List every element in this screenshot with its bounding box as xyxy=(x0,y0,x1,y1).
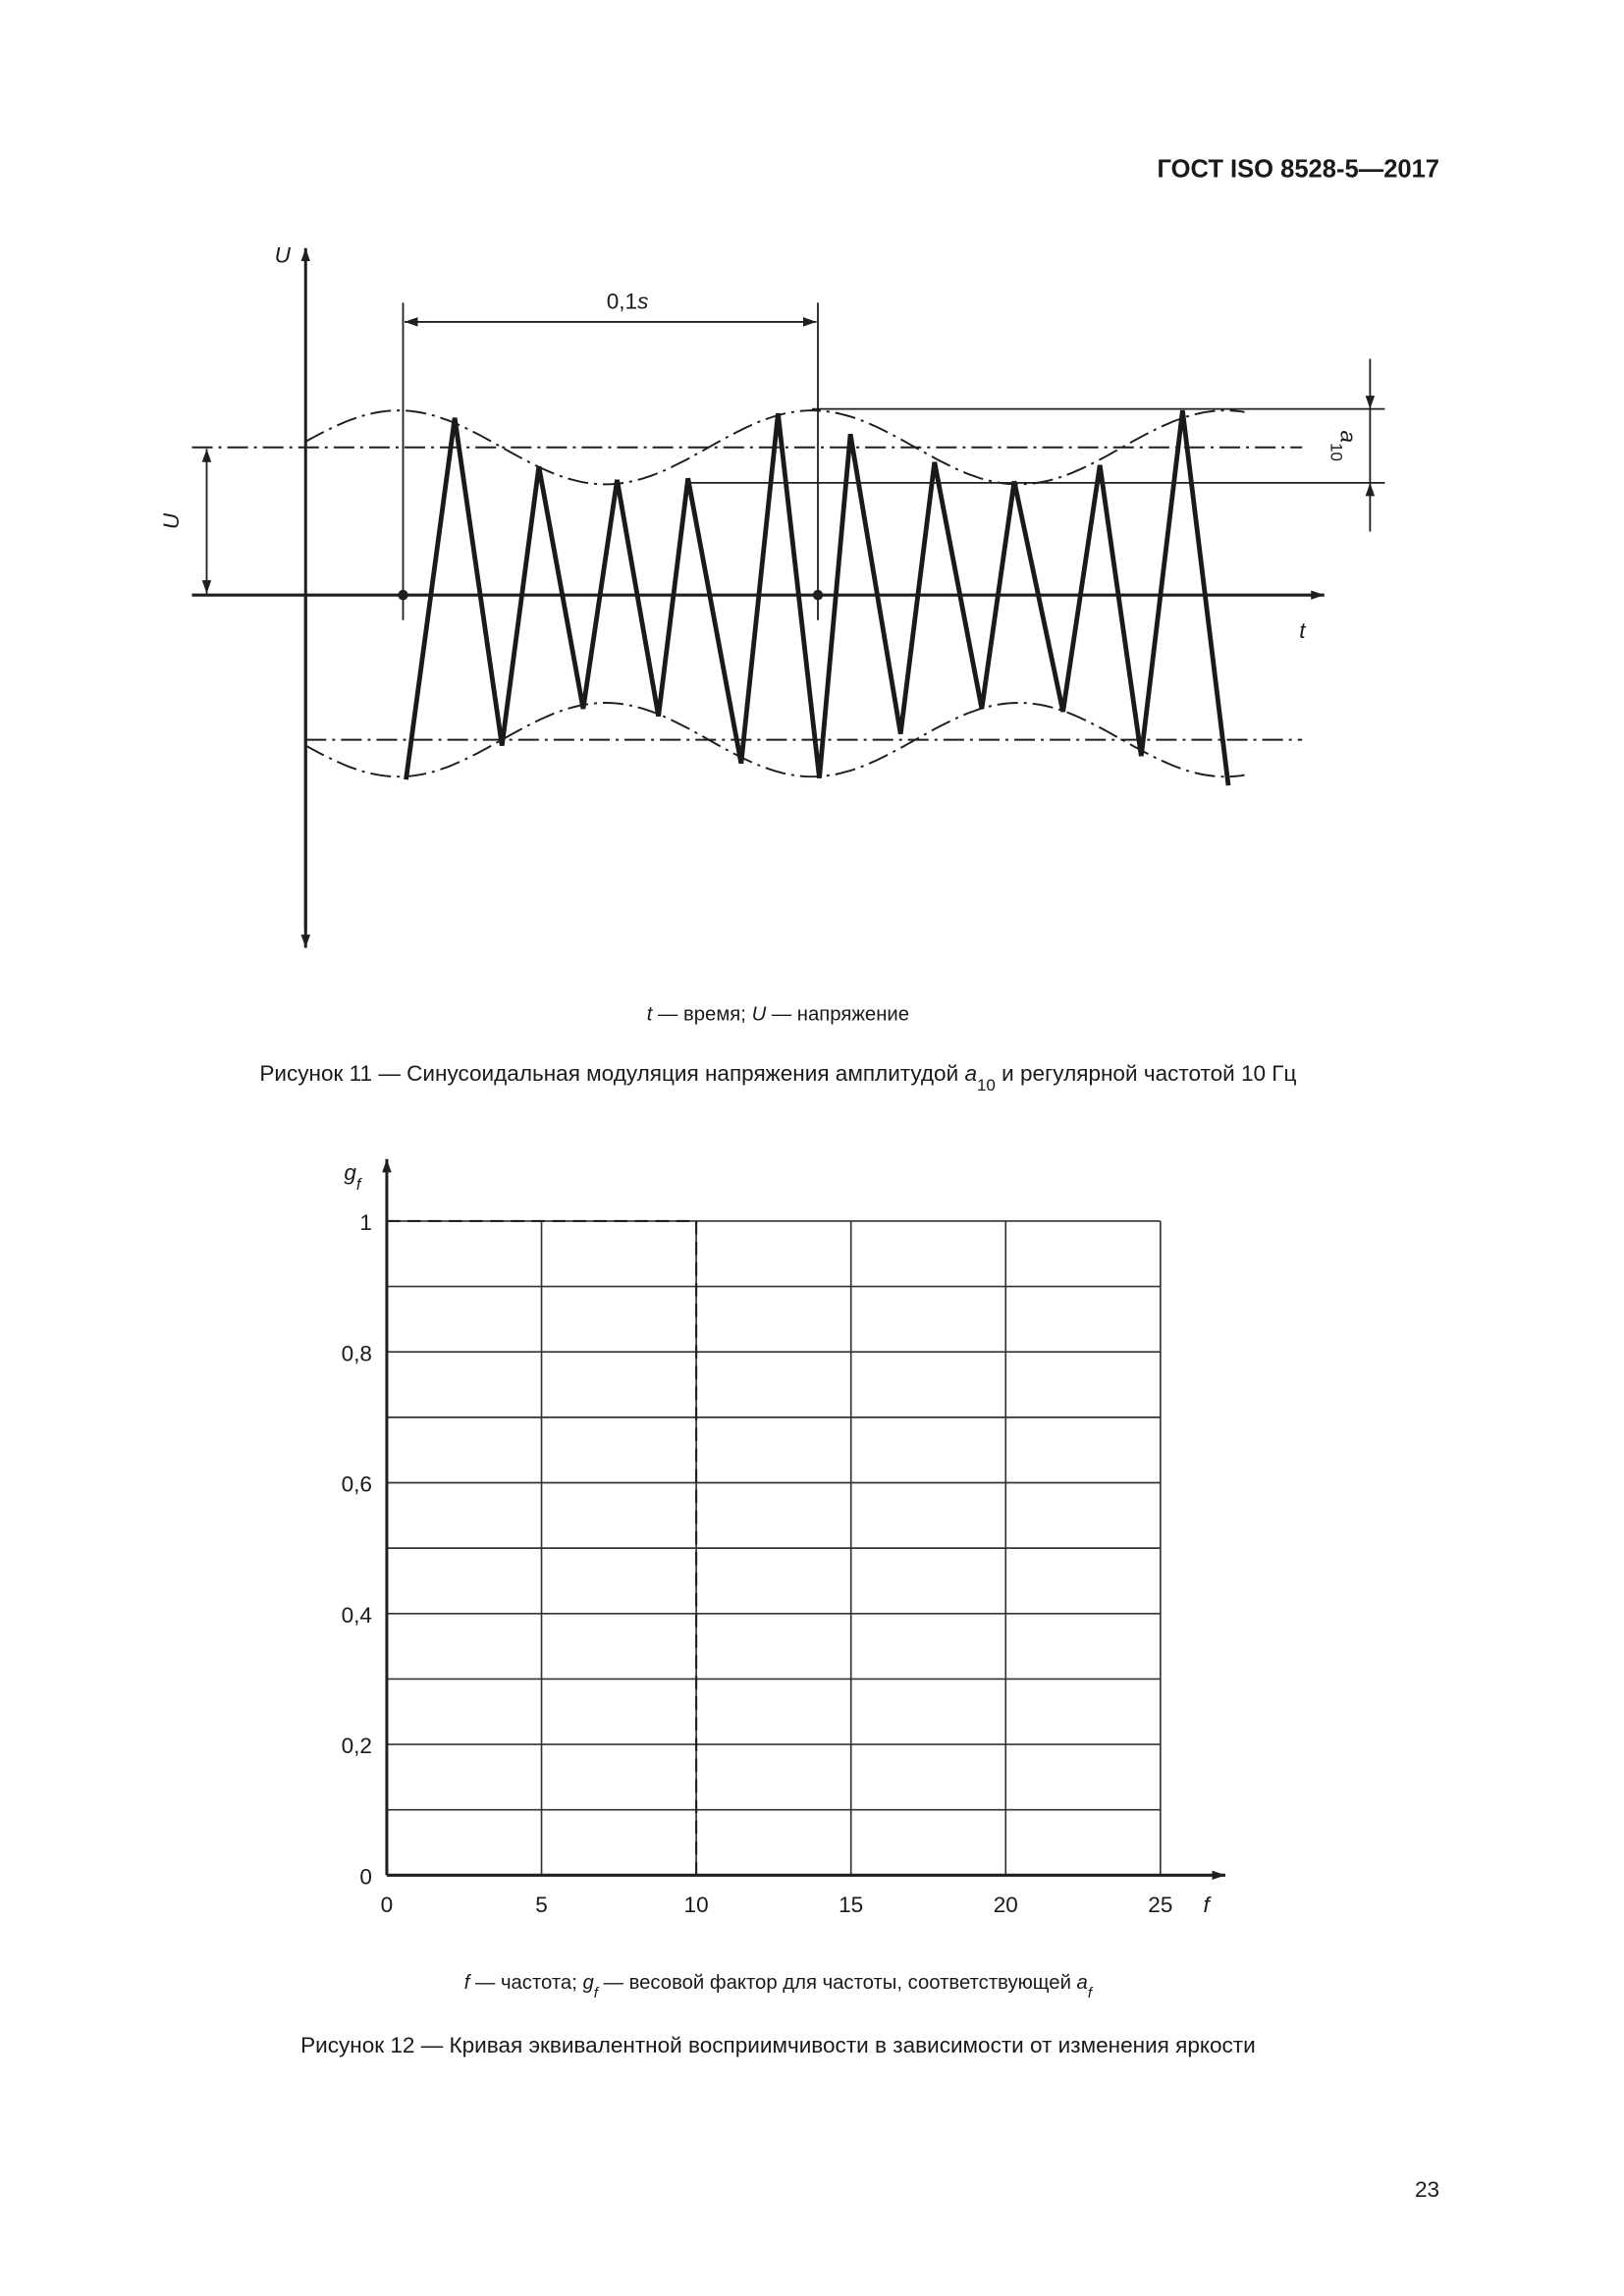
voltage-signal xyxy=(404,409,1231,786)
text-run: s xyxy=(637,289,648,313)
text-run: a xyxy=(1077,1972,1088,1994)
x-tick-label: 20 xyxy=(994,1893,1018,1917)
text-run: a xyxy=(964,1061,977,1086)
period-point xyxy=(398,589,408,601)
page-number: 23 xyxy=(1415,2177,1439,2202)
text-run: Рисунок 11 — Синусоидальная модуляция на… xyxy=(259,1061,964,1086)
x-tick-label: 5 xyxy=(535,1893,548,1917)
upper-envelope xyxy=(304,409,1245,486)
text-run: 10 xyxy=(977,1076,996,1095)
x-tick-label: 0 xyxy=(381,1893,394,1917)
text-run: и регулярной частотой 10 Гц xyxy=(996,1061,1297,1086)
text-run: — время; xyxy=(652,1003,751,1025)
t-axis-label: t xyxy=(1299,618,1307,643)
text-run: U xyxy=(752,1003,767,1025)
text-run: 10 xyxy=(1327,443,1346,461)
amplitude-label: a10 xyxy=(1327,431,1360,461)
y-axis-label: gf xyxy=(344,1160,363,1194)
figure-11-caption: Рисунок 11 — Синусоидальная модуляция на… xyxy=(259,1061,1296,1095)
y-tick-label: 0,8 xyxy=(342,1341,372,1365)
x-tick-label: 15 xyxy=(839,1893,863,1917)
text-run: f xyxy=(1088,1985,1094,2002)
figure-12-chart: 00,20,40,60,810 5 10 15 20 25 fgf xyxy=(342,1158,1226,1917)
y-tick-label: 0 xyxy=(359,1864,372,1889)
text-run: g xyxy=(583,1972,595,1994)
period-point xyxy=(812,589,824,601)
text-run: — напряжение xyxy=(766,1003,909,1025)
x-axis-label: f xyxy=(1203,1893,1212,1917)
x-tick-label: 25 xyxy=(1148,1893,1172,1917)
text-run: f xyxy=(464,1972,472,1994)
y-tick-label: 0,2 xyxy=(342,1734,372,1758)
u-dimension-label: U xyxy=(159,512,184,529)
figure-11-legend: t — время; U — напряжение xyxy=(647,1003,909,1025)
text-run: 0,1 xyxy=(607,289,637,313)
x-tick-label: 10 xyxy=(684,1893,709,1917)
text-run: a xyxy=(1335,431,1360,444)
lower-envelope xyxy=(304,702,1245,778)
y-tick-label: 0,6 xyxy=(342,1472,372,1497)
figure-12-legend: f — частота; gf — весовой фактор для час… xyxy=(464,1972,1094,2002)
text-run: f xyxy=(594,1985,600,2002)
y-axis-label-main: g xyxy=(344,1160,356,1185)
text-run: — весовой фактор для частоты, соответств… xyxy=(598,1972,1077,1994)
period-label: 0,1s xyxy=(607,289,649,313)
text-run: t xyxy=(647,1003,654,1025)
y-axis-label-sub: f xyxy=(356,1174,363,1193)
y-tick-label: 0,4 xyxy=(342,1603,372,1628)
text-run: — частота; xyxy=(469,1972,582,1994)
figure-12-caption: Рисунок 12 — Кривая эквивалентной воспри… xyxy=(300,2033,1256,2057)
y-tick-label: 1 xyxy=(359,1210,372,1235)
header-title: ГОСТ ISO 8528-5—2017 xyxy=(1158,155,1440,183)
figure-11: U t U 0,1s a10 xyxy=(159,243,1385,948)
u-axis-label: U xyxy=(275,243,292,268)
